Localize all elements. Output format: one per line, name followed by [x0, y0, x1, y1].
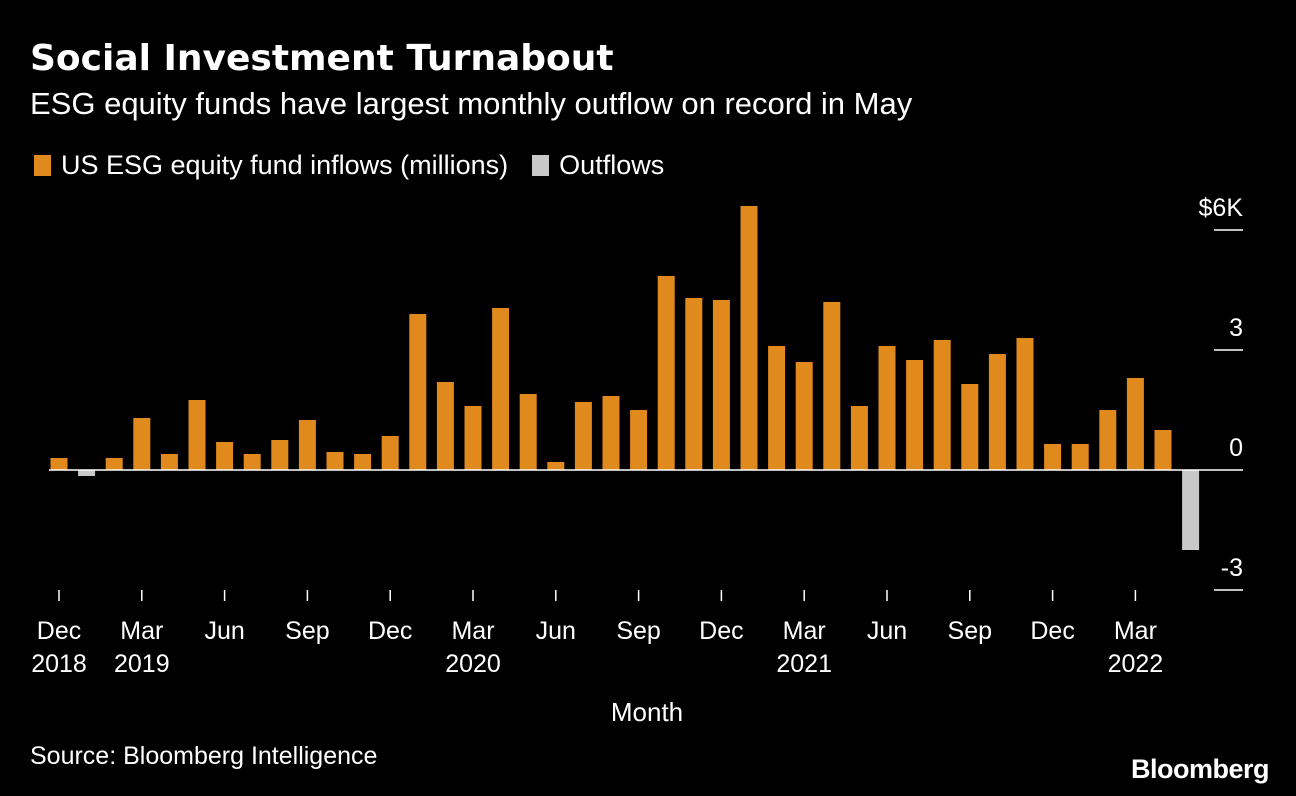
x-tick-label-year: 2019 — [114, 650, 170, 678]
bar-jan-2020 — [409, 314, 427, 470]
chart-subtitle: ESG equity funds have largest monthly ou… — [30, 86, 913, 121]
bar-feb-2019 — [105, 458, 123, 470]
bar-feb-2021 — [768, 346, 786, 470]
legend-item-outflows: Outflows — [532, 150, 664, 181]
bar-dec-2020 — [712, 300, 730, 470]
y-tick-label: $6K — [1199, 194, 1244, 222]
bar-jan-2019 — [78, 470, 96, 476]
bar-jun-2020 — [547, 462, 565, 470]
bar-nov-2019 — [354, 454, 372, 470]
x-tick-label-month: Mar — [783, 617, 826, 645]
bloomberg-logo: Bloomberg — [1130, 754, 1270, 784]
x-tick-label-month: Dec — [699, 617, 743, 645]
x-tick-label-year: 2018 — [31, 650, 87, 678]
bar-jan-2022 — [1071, 444, 1089, 470]
bar-jun-2019 — [216, 442, 234, 470]
bar-nov-2020 — [685, 298, 703, 470]
bar-oct-2019 — [326, 452, 344, 470]
x-tick-label-month: Sep — [948, 617, 992, 645]
bar-jul-2020 — [574, 402, 592, 470]
x-tick-label-month: Jun — [204, 617, 244, 645]
bar-sep-2021 — [961, 384, 979, 470]
legend-label-outflows: Outflows — [559, 150, 665, 180]
bar-feb-2022 — [1099, 410, 1117, 470]
chart-title: Social Investment Turnabout — [30, 38, 614, 79]
bar-dec-2018 — [50, 458, 68, 470]
x-tick-label-month: Dec — [368, 617, 412, 645]
bar-apr-2022 — [1154, 430, 1172, 470]
bar-dec-2021 — [1044, 444, 1062, 470]
y-tick-label: 0 — [1229, 434, 1243, 462]
bar-apr-2020 — [492, 308, 510, 470]
legend-swatch-outflows — [532, 155, 550, 176]
bar-may-2021 — [850, 406, 868, 470]
bar-mar-2019 — [133, 418, 151, 470]
x-tick-label-month: Dec — [1030, 617, 1074, 645]
bar-oct-2020 — [657, 276, 675, 470]
legend-swatch-inflows — [34, 155, 51, 176]
source-note: Source: Bloomberg Intelligence — [30, 742, 378, 770]
bar-may-2022 — [1182, 470, 1200, 550]
x-tick-label-month: Dec — [37, 617, 81, 645]
bar-jun-2021 — [878, 346, 896, 470]
bar-sep-2020 — [630, 410, 648, 470]
bar-mar-2022 — [1126, 378, 1144, 470]
bar-feb-2020 — [436, 382, 454, 470]
bar-mar-2021 — [795, 362, 813, 470]
x-tick-label-year: 2022 — [1108, 650, 1164, 678]
x-tick-label-month: Jun — [536, 617, 576, 645]
bar-may-2020 — [519, 394, 537, 470]
bar-mar-2020 — [464, 406, 482, 470]
legend-label-inflows: US ESG equity fund inflows (millions) — [61, 150, 509, 180]
bar-jan-2021 — [740, 206, 758, 470]
y-tick-label: -3 — [1221, 554, 1243, 582]
y-tick-label: 3 — [1229, 314, 1243, 342]
bar-sep-2019 — [298, 420, 316, 470]
x-tick-label-month: Mar — [451, 617, 494, 645]
x-tick-label-month: Mar — [1114, 617, 1157, 645]
legend: US ESG equity fund inflows (millions) Ou… — [34, 150, 688, 181]
bar-dec-2019 — [381, 436, 399, 470]
bar-jul-2021 — [906, 360, 924, 470]
x-tick-label-month: Sep — [285, 617, 329, 645]
legend-item-inflows: US ESG equity fund inflows (millions) — [34, 150, 508, 181]
bar-apr-2019 — [160, 454, 178, 470]
x-axis-title: Month — [611, 697, 683, 727]
bar-apr-2021 — [823, 302, 841, 470]
x-tick-label-month: Jun — [867, 617, 907, 645]
bar-nov-2021 — [1016, 338, 1034, 470]
x-tick-label-year: 2021 — [776, 650, 832, 678]
x-tick-label-month: Sep — [616, 617, 660, 645]
bar-jul-2019 — [243, 454, 261, 470]
x-tick-label-year: 2020 — [445, 650, 501, 678]
x-tick-label-month: Mar — [120, 617, 163, 645]
bar-oct-2021 — [988, 354, 1006, 470]
bar-aug-2020 — [602, 396, 620, 470]
bar-aug-2019 — [271, 440, 289, 470]
bar-aug-2021 — [933, 340, 951, 470]
bar-may-2019 — [188, 400, 206, 470]
